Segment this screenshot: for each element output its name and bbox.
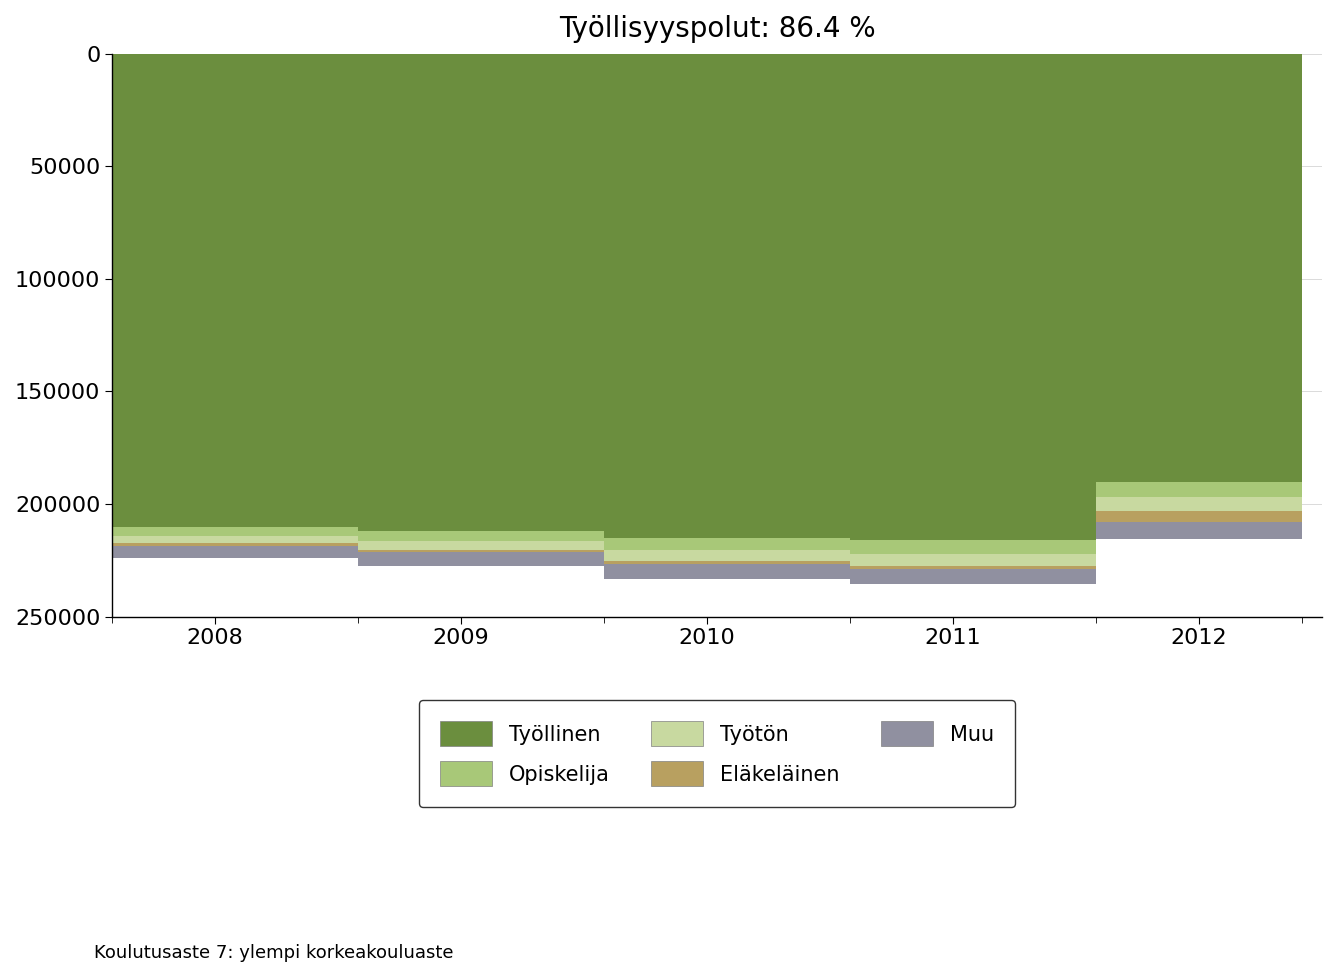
Title: Työllisyyspolut: 86.4 %: Työllisyyspolut: 86.4 % [559, 15, 876, 43]
Legend: Työllinen, Opiskelija, Työtön, Eläkeläinen, Muu: Työllinen, Opiskelija, Työtön, Eläkeläin… [420, 701, 1015, 808]
Text: Koulutusaste 7: ylempi korkeakouluaste: Koulutusaste 7: ylempi korkeakouluaste [94, 945, 453, 962]
